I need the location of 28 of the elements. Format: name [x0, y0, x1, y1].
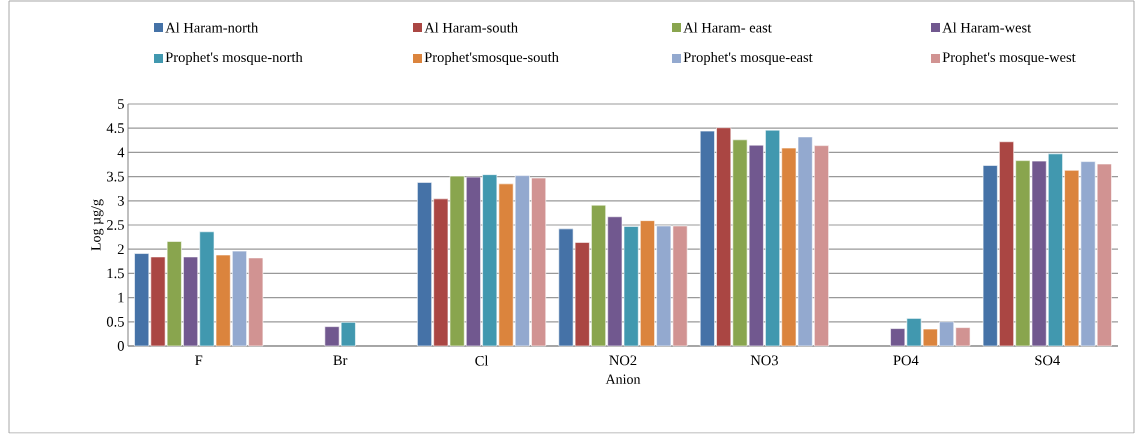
x-tick-label: PO4	[893, 355, 919, 366]
y-tick-label: 2	[117, 244, 124, 254]
y-axis-title: Log µg/g	[91, 199, 104, 251]
y-tick-label: 3.5	[107, 171, 124, 182]
legend-label: Al Haram-south	[424, 22, 518, 33]
x-tick-label: SO4	[1035, 355, 1060, 366]
legend-label: Al Haram- east	[683, 22, 772, 33]
legend-label: Al Haram-west	[942, 22, 1032, 33]
x-tick-label: Cl	[475, 355, 489, 366]
x-tick-label: F	[195, 355, 203, 366]
y-tick-label: 0	[117, 341, 124, 351]
legend-label: Prophet's mosque-west	[942, 51, 1076, 66]
y-tick-label: 2.5	[107, 220, 124, 230]
legend-label: Al Haram-north	[165, 22, 259, 33]
legend-label: Prophet'smosque-south	[424, 51, 559, 66]
y-tick-label: 1.5	[107, 268, 124, 279]
legend-label: Prophet's mosque-north	[165, 51, 303, 66]
legend-label: Prophet's mosque-east	[683, 51, 813, 66]
y-tick-label: 3	[117, 195, 124, 206]
y-tick-label: 4	[117, 147, 125, 158]
y-tick-label: 1	[118, 292, 124, 303]
x-tick-label: NO3	[750, 355, 778, 366]
y-tick-label: 4.5	[106, 123, 124, 134]
x-tick-label: Br	[333, 355, 348, 366]
x-tick-label: NO2	[609, 355, 637, 366]
y-tick-label: 5	[118, 99, 124, 109]
x-axis-title: Anion	[605, 374, 641, 384]
y-tick-label: 0.5	[106, 316, 124, 327]
